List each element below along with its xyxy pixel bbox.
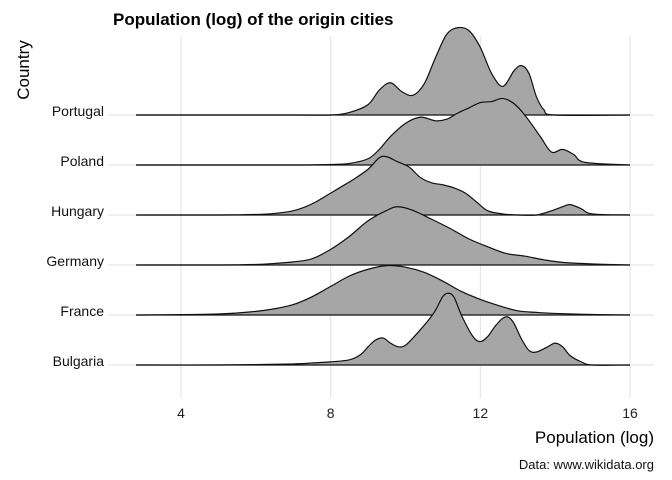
chart-title: Population (log) of the origin cities	[113, 10, 393, 29]
caption: Data: www.wikidata.org	[519, 457, 654, 472]
ridge-outline	[136, 26, 631, 116]
ridge-outline	[136, 264, 631, 316]
y-axis-title: Country	[14, 40, 33, 100]
category-label: Poland	[60, 153, 104, 169]
category-label: Germany	[46, 253, 104, 269]
ridge-outline	[136, 292, 631, 366]
x-tick-label: 4	[177, 405, 185, 421]
ridge-area	[136, 293, 630, 366]
x-tick-label: 8	[327, 405, 335, 421]
x-tick-label: 16	[622, 405, 638, 421]
ridge-area	[136, 156, 630, 216]
ridge-area	[136, 98, 630, 166]
x-tick-label: 12	[473, 405, 489, 421]
ridge-bulgaria	[136, 292, 631, 366]
category-label: Portugal	[52, 103, 104, 119]
ridge-germany	[136, 206, 631, 266]
ridge-area	[136, 265, 630, 315]
ridge-area	[136, 206, 630, 266]
ridge-outline	[136, 206, 631, 266]
ridge-area	[136, 27, 630, 116]
ridge-outline	[136, 155, 631, 216]
ridge-outline	[136, 97, 631, 166]
ridge-layer	[136, 26, 631, 366]
ridge-france	[136, 264, 631, 316]
category-label: Hungary	[51, 203, 104, 219]
category-label: Bulgaria	[53, 353, 105, 369]
ridge-portugal	[136, 26, 631, 116]
label-layer: 4 8 12 16 Bulgaria France Germany Hungary Poland…	[46, 103, 638, 421]
x-axis-title: Population (log)	[535, 428, 654, 447]
category-label: France	[60, 303, 104, 319]
